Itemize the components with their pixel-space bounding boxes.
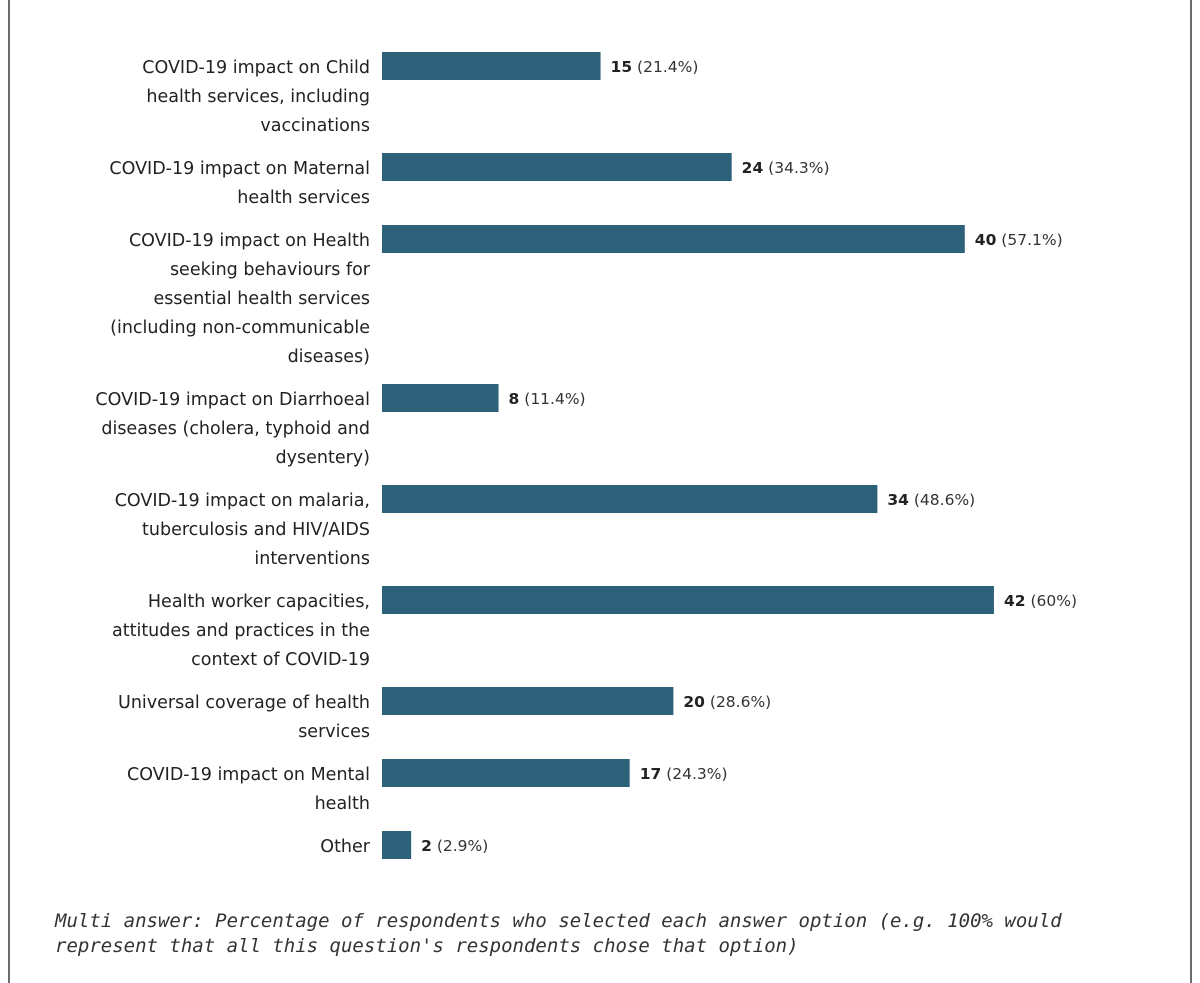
bar-group-4: COVID-19 impact on malaria, tuberculosis …	[115, 485, 975, 569]
bar-group-5: Health worker capacities, attitudes and p…	[112, 586, 1077, 670]
value-label-7: 17 (24.3%)	[640, 765, 728, 783]
value-label-2: 40 (57.1%)	[975, 231, 1063, 249]
value-label-1: 24 (34.3%)	[742, 159, 830, 177]
category-label-3: COVID-19 impact on Diarrhoeal diseases (c…	[95, 390, 370, 468]
value-label-3: 8 (11.4%)	[509, 390, 586, 408]
bar-7	[382, 759, 630, 787]
category-label-4: COVID-19 impact on malaria, tuberculosis …	[115, 491, 370, 569]
value-label-6: 20 (28.6%)	[683, 693, 771, 711]
bar-group-1: COVID-19 impact on Maternal health servic…	[109, 153, 830, 208]
frame-left-border	[8, 0, 10, 983]
chart-footnote: Multi answer: Percentage of respondents …	[55, 910, 1062, 957]
category-label-5: Health worker capacities, attitudes and p…	[112, 592, 370, 670]
bar-group-6: Universal coverage of health services 20 (…	[118, 687, 771, 742]
bar-group-3: COVID-19 impact on Diarrhoeal diseases (c…	[95, 384, 586, 468]
bar-0	[382, 52, 601, 80]
bar-3	[382, 384, 499, 412]
value-label-8: 2 (2.9%)	[421, 837, 488, 855]
value-label-5: 42 (60%)	[1004, 592, 1077, 610]
bar-group-7: COVID-19 impact on Mental health 17 (24.3%…	[127, 759, 728, 814]
category-label-2: COVID-19 impact on Health seeking behavio…	[110, 231, 371, 367]
bar-group-0: COVID-19 impact on Child health services,…	[142, 52, 698, 136]
bar-group-8: Other 2 (2.9%)	[320, 831, 488, 859]
bar-chart: COVID-19 impact on Child health services,…	[95, 52, 1077, 859]
category-label-0: COVID-19 impact on Child health services,…	[142, 58, 370, 136]
category-label-1: COVID-19 impact on Maternal health servic…	[109, 159, 370, 208]
bar-5	[382, 586, 994, 614]
bar-8	[382, 831, 412, 859]
frame-right-border	[1190, 0, 1192, 983]
bar-6	[382, 687, 674, 715]
category-label-8: Other	[320, 837, 370, 857]
value-label-0: 15 (21.4%)	[611, 58, 699, 76]
bar-group-2: COVID-19 impact on Health seeking behavio…	[110, 225, 1063, 367]
bar-4	[382, 485, 878, 513]
category-label-7: COVID-19 impact on Mental health	[127, 765, 370, 814]
category-label-6: Universal coverage of health services	[118, 693, 370, 742]
bar-2	[382, 225, 965, 253]
value-label-4: 34 (48.6%)	[887, 491, 975, 509]
bar-1	[382, 153, 732, 181]
